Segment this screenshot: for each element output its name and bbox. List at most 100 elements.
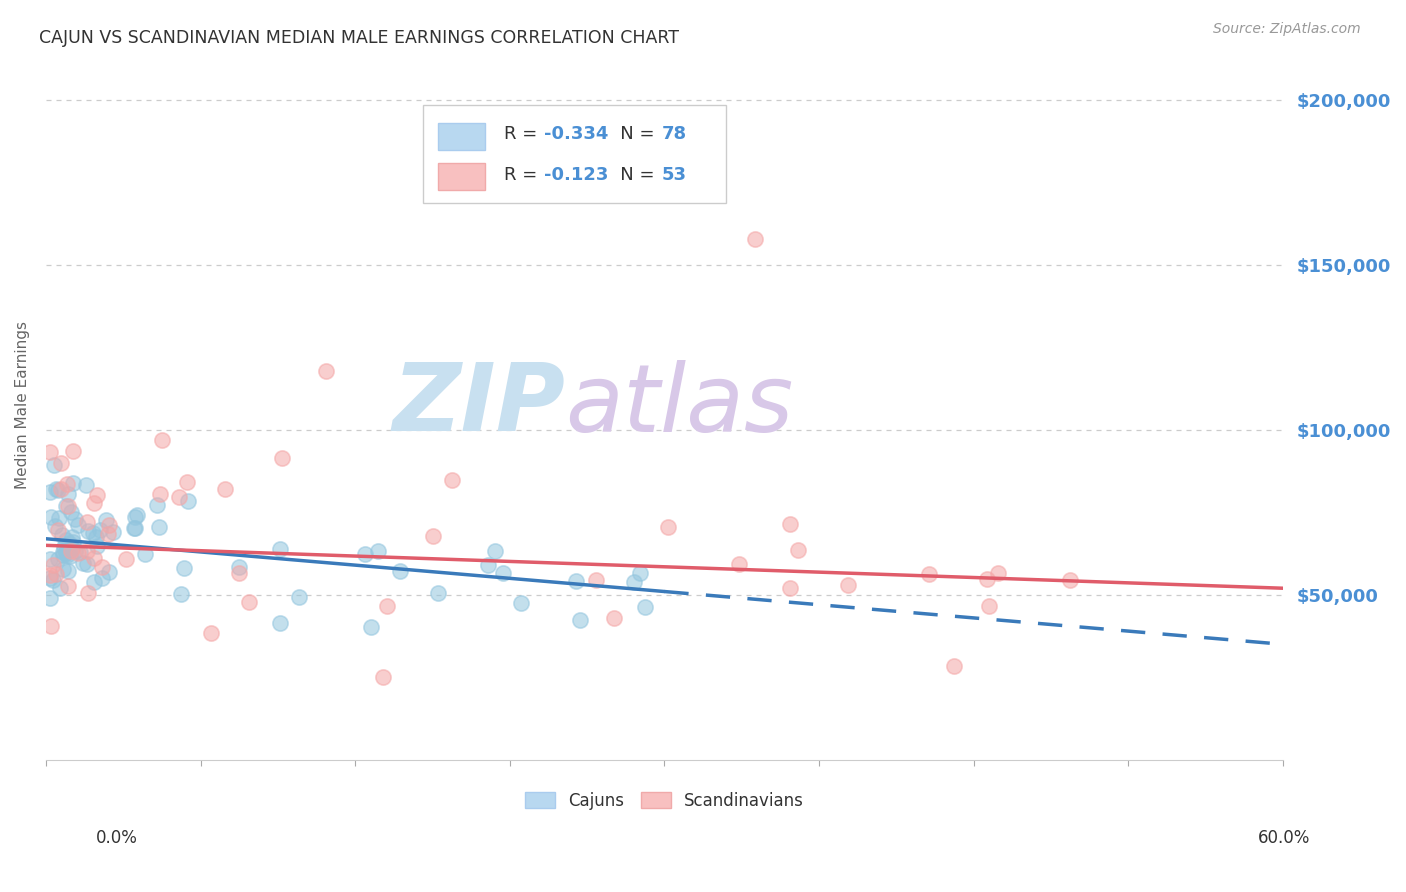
Text: 0.0%: 0.0% [96, 829, 138, 847]
Scandinavians [56, 499, 79, 513]
Scandinavians [76, 515, 98, 529]
Cajuns [82, 525, 104, 540]
Cajuns [58, 543, 80, 558]
Scandinavians [371, 670, 394, 684]
Cajuns [52, 540, 75, 554]
Cajuns [176, 494, 198, 508]
Cajuns [146, 499, 169, 513]
Scandinavians [39, 567, 62, 582]
Scandinavians [150, 433, 173, 447]
Cajuns [565, 574, 588, 588]
Cajuns [65, 512, 87, 526]
Cajuns [84, 530, 107, 544]
Cajuns [124, 509, 146, 524]
Cajuns [72, 557, 94, 571]
Cajuns [91, 571, 114, 585]
Text: -0.334: -0.334 [544, 126, 609, 144]
Scandinavians [786, 543, 808, 558]
Scandinavians [49, 483, 72, 497]
Cajuns [58, 535, 80, 549]
Cajuns [89, 524, 111, 538]
Text: N =: N = [603, 126, 659, 144]
Cajuns [42, 573, 65, 587]
Cajuns [45, 482, 67, 496]
Cajuns [491, 566, 513, 581]
Scandinavians [76, 543, 98, 558]
Cajuns [52, 549, 75, 563]
Scandinavians [176, 475, 198, 489]
Scandinavians [422, 528, 444, 542]
Text: Source: ZipAtlas.com: Source: ZipAtlas.com [1213, 22, 1361, 37]
Scandinavians [585, 573, 607, 587]
Scandinavians [440, 473, 463, 487]
Scandinavians [979, 599, 1001, 613]
Cajuns [367, 543, 389, 558]
Cajuns [83, 574, 105, 589]
Scandinavians [86, 488, 108, 502]
Text: atlas: atlas [565, 359, 793, 450]
Scandinavians [98, 517, 121, 532]
Scandinavians [200, 625, 222, 640]
Cajuns [48, 511, 70, 525]
Scandinavians [228, 566, 250, 580]
Cajuns [360, 620, 382, 634]
Cajuns [63, 543, 86, 558]
Cajuns [170, 587, 193, 601]
Cajuns [46, 483, 69, 498]
Scandinavians [62, 444, 84, 458]
Scandinavians [46, 523, 69, 537]
Cajuns [103, 525, 125, 540]
Scandinavians [917, 566, 939, 581]
Cajuns [62, 534, 84, 549]
FancyBboxPatch shape [439, 123, 485, 150]
Scandinavians [56, 476, 79, 491]
Scandinavians [270, 450, 292, 465]
Scandinavians [66, 545, 89, 559]
Cajuns [623, 574, 645, 589]
Cajuns [86, 539, 108, 553]
Scandinavians [976, 572, 998, 586]
Y-axis label: Median Male Earnings: Median Male Earnings [15, 321, 30, 489]
Scandinavians [214, 483, 236, 497]
Cajuns [49, 581, 72, 595]
Cajuns [75, 478, 97, 492]
Cajuns [76, 558, 98, 572]
Text: N =: N = [603, 166, 659, 184]
Cajuns [288, 591, 311, 605]
Cajuns [60, 541, 83, 555]
Scandinavians [603, 611, 626, 625]
Cajuns [569, 613, 592, 627]
Scandinavians [114, 552, 136, 566]
Cajuns [484, 544, 506, 558]
Cajuns [62, 476, 84, 491]
Legend: Cajuns, Scandinavians: Cajuns, Scandinavians [517, 785, 811, 816]
Text: CAJUN VS SCANDINAVIAN MEDIAN MALE EARNINGS CORRELATION CHART: CAJUN VS SCANDINAVIAN MEDIAN MALE EARNIN… [39, 29, 679, 46]
Cajuns [173, 561, 195, 575]
FancyBboxPatch shape [423, 105, 725, 203]
Cajuns [148, 520, 170, 534]
Cajuns [58, 486, 80, 500]
Cajuns [39, 591, 62, 605]
Cajuns [39, 551, 62, 566]
Text: 78: 78 [662, 126, 688, 144]
Cajuns [269, 542, 291, 557]
Scandinavians [744, 232, 766, 246]
Scandinavians [83, 550, 105, 565]
Scandinavians [238, 595, 260, 609]
Text: 53: 53 [662, 166, 688, 184]
Cajuns [59, 549, 82, 564]
Scandinavians [149, 487, 172, 501]
Cajuns [55, 546, 77, 560]
Cajuns [228, 560, 250, 574]
Text: 60.0%: 60.0% [1258, 829, 1310, 847]
Scandinavians [377, 599, 399, 613]
Scandinavians [60, 544, 83, 558]
Scandinavians [77, 585, 100, 599]
Text: R =: R = [503, 166, 543, 184]
Scandinavians [45, 566, 67, 581]
Cajuns [628, 566, 651, 581]
Scandinavians [97, 527, 120, 541]
Scandinavians [315, 363, 337, 377]
Text: ZIP: ZIP [392, 359, 565, 451]
Cajuns [52, 544, 75, 558]
